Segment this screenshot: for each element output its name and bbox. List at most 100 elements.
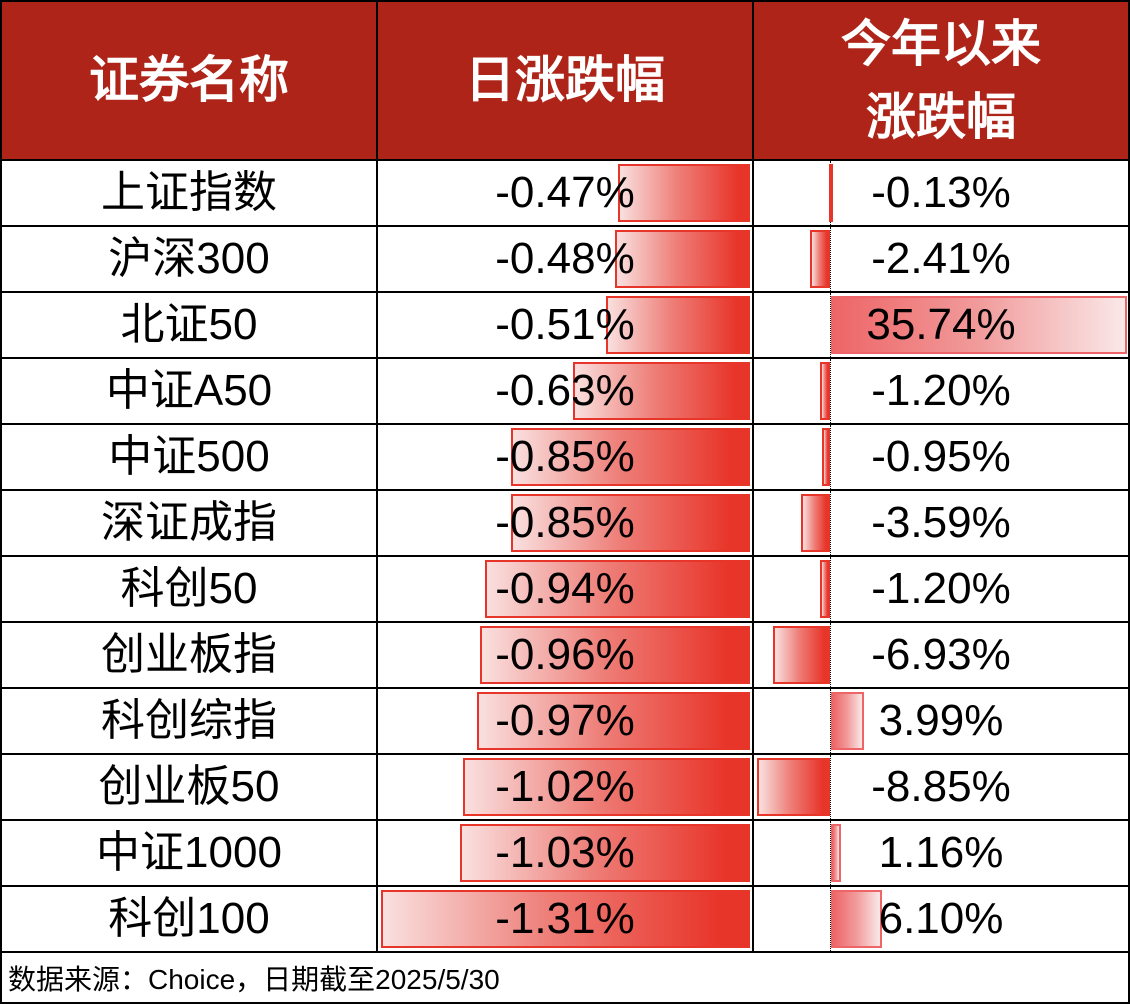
security-name-cell: 中证A50	[2, 359, 376, 423]
security-name: 上证指数	[101, 168, 277, 217]
security-name-cell: 科创100	[2, 887, 376, 951]
daily-change-cell: -1.02%	[378, 755, 752, 819]
security-name-cell: 创业板指	[2, 623, 376, 687]
zero-axis-line	[830, 359, 831, 423]
ytd-change-data-bar	[822, 428, 831, 486]
daily-change-data-bar	[572, 362, 750, 420]
header-security-name-label: 证券名称	[89, 52, 289, 108]
data-source-note: 数据来源：Choice，日期截至2025/5/30	[2, 953, 1128, 1002]
zero-axis-line	[830, 293, 831, 357]
ytd-change-cell: -0.95%	[754, 425, 1128, 489]
security-name-cell: 中证500	[2, 425, 376, 489]
security-name: 创业板50	[98, 762, 280, 811]
security-name-cell: 北证50	[2, 293, 376, 357]
security-name: 创业板指	[101, 630, 277, 679]
ytd-change-data-bar	[772, 626, 831, 684]
zero-axis-line	[830, 623, 831, 687]
ytd-change-value: 1.16%	[878, 828, 1004, 877]
ytd-change-data-bar	[820, 560, 831, 618]
security-name: 中证A50	[105, 366, 273, 415]
daily-change-value: -0.94%	[495, 564, 635, 613]
ytd-change-data-bar	[831, 296, 1127, 354]
zero-axis-line	[830, 887, 831, 951]
security-name: 科创100	[108, 894, 270, 943]
zero-axis-line	[830, 491, 831, 555]
ytd-change-value: -3.59%	[871, 498, 1011, 547]
zero-axis-line	[830, 689, 831, 753]
ytd-change-data-bar	[831, 824, 841, 882]
ytd-change-value: -8.85%	[871, 762, 1011, 811]
security-name-cell: 科创综指	[2, 689, 376, 753]
ytd-change-value: 6.10%	[878, 894, 1004, 943]
daily-change-value: -0.63%	[495, 366, 635, 415]
security-name: 北证50	[120, 300, 258, 349]
ytd-change-data-bar	[829, 164, 834, 222]
zero-axis-line	[830, 425, 831, 489]
daily-change-value: -0.96%	[495, 630, 635, 679]
daily-change-data-bar	[614, 230, 750, 288]
daily-change-data-bar	[459, 824, 750, 882]
daily-change-data-bar	[476, 692, 750, 750]
daily-change-cell: -0.63%	[378, 359, 752, 423]
daily-change-value: -0.51%	[495, 300, 635, 349]
ytd-change-value: -1.20%	[871, 366, 1011, 415]
daily-change-cell: -0.48%	[378, 227, 752, 291]
zero-axis-line	[830, 755, 831, 819]
daily-change-data-bar	[510, 494, 750, 552]
security-name: 中证1000	[96, 828, 282, 877]
daily-change-value: -0.97%	[495, 696, 635, 745]
ytd-change-value: -2.41%	[871, 234, 1011, 283]
ytd-change-value: -6.93%	[871, 630, 1011, 679]
daily-change-value: -1.02%	[495, 762, 635, 811]
daily-change-data-bar	[485, 560, 750, 618]
ytd-change-cell: -0.13%	[754, 161, 1128, 225]
daily-change-cell: -0.94%	[378, 557, 752, 621]
security-name: 沪深300	[108, 234, 270, 283]
security-name: 科创综指	[101, 696, 277, 745]
daily-change-value: -1.03%	[495, 828, 635, 877]
ytd-change-value: -1.20%	[871, 564, 1011, 613]
daily-change-cell: -0.47%	[378, 161, 752, 225]
ytd-change-data-bar	[831, 890, 882, 948]
header-security-name: 证券名称	[2, 2, 376, 159]
security-name: 深证成指	[101, 498, 277, 547]
header-daily-change-label: 日涨跌幅	[465, 52, 665, 108]
header-ytd-change: 今年以来 涨跌幅	[754, 2, 1128, 159]
security-name-cell: 上证指数	[2, 161, 376, 225]
daily-change-data-bar	[381, 890, 750, 948]
daily-change-cell: -0.96%	[378, 623, 752, 687]
security-name-cell: 科创50	[2, 557, 376, 621]
daily-change-cell: -1.03%	[378, 821, 752, 885]
ytd-change-cell: -8.85%	[754, 755, 1128, 819]
header-ytd-change-label-line1: 今年以来	[841, 15, 1041, 72]
data-source-text: 数据来源：Choice，日期截至2025/5/30	[8, 963, 500, 995]
ytd-change-cell: 1.16%	[754, 821, 1128, 885]
security-name-cell: 中证1000	[2, 821, 376, 885]
ytd-change-value: -0.13%	[871, 168, 1011, 217]
zero-axis-line	[830, 227, 831, 291]
security-name-cell: 沪深300	[2, 227, 376, 291]
ytd-change-cell: -6.93%	[754, 623, 1128, 687]
daily-change-data-bar	[462, 758, 750, 816]
security-name-cell: 深证成指	[2, 491, 376, 555]
ytd-change-value: 35.74%	[866, 300, 1016, 349]
ytd-change-data-bar	[831, 692, 865, 750]
zero-axis-line	[830, 821, 831, 885]
ytd-change-data-bar	[820, 362, 831, 420]
ytd-change-cell: -1.20%	[754, 359, 1128, 423]
daily-change-cell: -0.85%	[378, 425, 752, 489]
header-daily-change: 日涨跌幅	[378, 2, 752, 159]
ytd-change-cell: -1.20%	[754, 557, 1128, 621]
daily-change-value: -0.47%	[495, 168, 635, 217]
ytd-change-cell: 3.99%	[754, 689, 1128, 753]
ytd-change-value: -0.95%	[871, 432, 1011, 481]
security-name: 科创50	[120, 564, 258, 613]
ytd-change-value: 3.99%	[878, 696, 1004, 745]
daily-change-cell: -1.31%	[378, 887, 752, 951]
ytd-change-cell: -2.41%	[754, 227, 1128, 291]
zero-axis-line	[830, 557, 831, 621]
daily-change-cell: -0.51%	[378, 293, 752, 357]
daily-change-data-bar	[479, 626, 750, 684]
ytd-change-data-bar	[757, 758, 831, 816]
